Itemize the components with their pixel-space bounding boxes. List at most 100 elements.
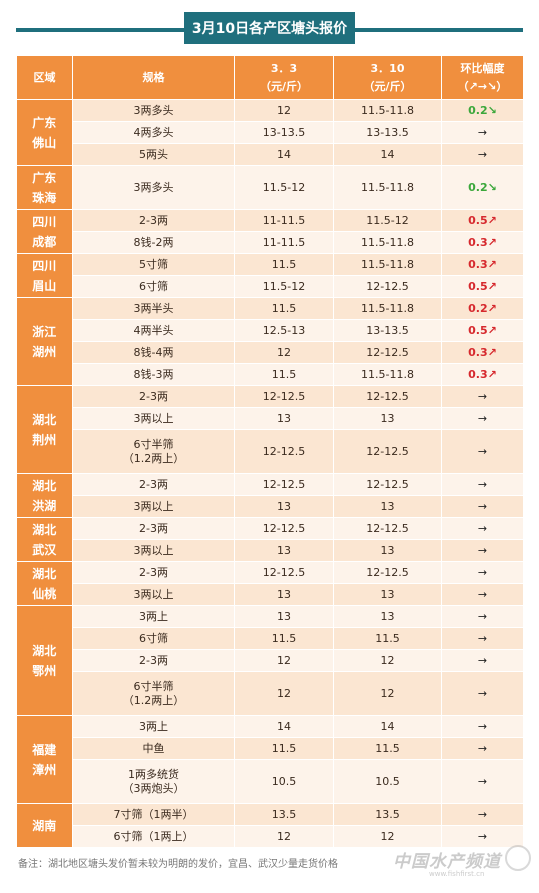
table-row: 广东 佛山 3两多头 12 11.5-11.8 0.2↘: [16, 99, 524, 166]
price-0303-cell: 11-11.5: [234, 209, 334, 232]
region-label: 四川: [32, 258, 57, 273]
spec-cell: 3两上: [72, 715, 235, 738]
price-0303-cell: 11-11.5: [234, 231, 334, 254]
price-0303-cell: 12: [234, 99, 334, 122]
table-row: 四川 成都 2-3两 11-11.5 11.5-12 0.5↗: [16, 209, 524, 254]
spec-label: 5两头: [139, 147, 168, 161]
watermark-text: 中国水产频道: [393, 852, 501, 872]
table-row: 湖北 仙桃 2-3两 12-12.5 12-12.5 →: [16, 561, 524, 606]
header-change: 环比幅度 （↗→↘）: [441, 55, 524, 100]
spec-cell: 7寸筛（1两半）: [72, 803, 235, 826]
header-price-0310: 3．10 （元/斤）: [333, 55, 442, 100]
price-0310-cell: 12-12.5: [333, 385, 442, 408]
price-0303-cell: 11.5: [234, 737, 334, 760]
region-label: 眉山: [32, 278, 57, 293]
change-cell: →: [441, 407, 524, 430]
table-row: 6寸半筛 （1.2两上） 12 12 →: [17, 671, 524, 716]
change-cell: →: [441, 583, 524, 606]
title-bar: 3月10日各产区塘头报价: [0, 0, 539, 50]
table-row: 3两以上 13 13 →: [17, 407, 524, 430]
spec-label: 3两以上: [133, 587, 174, 601]
spec-cell: 3两以上: [72, 583, 235, 606]
table-header-row: 区域 规格 3．3 （元/斤） 3．10 （元/斤） 环比幅度 （↗→↘）: [16, 55, 524, 100]
price-0310-cell: 13: [333, 539, 442, 562]
price-0310-cell: 13: [333, 407, 442, 430]
spec-cell: 8钱-4两: [72, 341, 235, 364]
price-0303-cell: 12-12.5: [234, 429, 334, 474]
table-row: 福建 漳州 3两上 14 14 →: [16, 715, 524, 804]
spec-label: 3两半头: [133, 301, 174, 315]
spec-cell: 2-3两: [72, 517, 235, 540]
change-cell: →: [441, 803, 524, 826]
price-0310-cell: 11.5: [333, 737, 442, 760]
spec-cell: 2-3两: [72, 209, 235, 232]
price-0310-cell: 12: [333, 825, 442, 848]
header-region: 区域: [16, 55, 73, 100]
price-0303-cell: 14: [234, 143, 334, 166]
price-0303-cell: 13: [234, 495, 334, 518]
region-label: 荆州: [32, 432, 57, 447]
table-row: 5两头 14 14 →: [17, 143, 524, 166]
change-cell: →: [441, 539, 524, 562]
spec-label: 2-3两: [139, 213, 168, 227]
region-cell: 四川 眉山: [16, 253, 73, 298]
change-cell: →: [441, 429, 524, 474]
price-0303-cell: 13.5: [234, 803, 334, 826]
table-row: 6寸筛（1两上） 12 12 →: [17, 825, 524, 848]
spec-label: 4两多头: [133, 125, 174, 139]
region-cell: 湖北 荆州: [16, 385, 73, 474]
spec-cell: 8钱-2两: [72, 231, 235, 254]
spec-label: 2-3两: [139, 477, 168, 491]
spec-label: 5寸筛: [139, 257, 168, 271]
price-0310-cell: 13-13.5: [333, 121, 442, 144]
change-cell: →: [441, 649, 524, 672]
price-0310-cell: 13: [333, 605, 442, 628]
spec-cell: 2-3两: [72, 561, 235, 584]
price-0310-cell: 11.5-11.8: [333, 231, 442, 254]
price-0303-cell: 11.5: [234, 363, 334, 386]
spec-label: 6寸筛: [139, 279, 168, 293]
change-cell: →: [441, 561, 524, 584]
spec-label: 2-3两: [139, 565, 168, 579]
header-price-0303: 3．3 （元/斤）: [234, 55, 334, 100]
price-0303-cell: 12: [234, 671, 334, 716]
price-table: 区域 规格 3．3 （元/斤） 3．10 （元/斤） 环比幅度 （↗→↘） 广东…: [16, 55, 524, 848]
price-0303-cell: 13: [234, 605, 334, 628]
price-0303-cell: 11.5: [234, 253, 334, 276]
price-0310-cell: 11.5-11.8: [333, 253, 442, 276]
globe-icon: [505, 845, 531, 871]
table-row: 3两以上 13 13 →: [17, 539, 524, 562]
region-cell: 广东 珠海: [16, 165, 73, 210]
price-0303-cell: 12.5-13: [234, 319, 334, 342]
region-label: 福建: [32, 742, 57, 757]
region-cell: 湖北 仙桃: [16, 561, 73, 606]
spec-cell: 中鱼: [72, 737, 235, 760]
price-0303-cell: 14: [234, 715, 334, 738]
region-label: 四川: [32, 214, 57, 229]
price-0303-cell: 12-12.5: [234, 473, 334, 496]
change-cell: →: [441, 759, 524, 804]
region-label: 湖北: [32, 478, 57, 493]
spec-label: 2-3两: [139, 653, 168, 667]
change-cell: 0.3↗: [441, 231, 524, 254]
change-cell: 0.3↗: [441, 253, 524, 276]
header-price-0303-date: 3．3: [270, 61, 298, 75]
price-0303-cell: 12-12.5: [234, 561, 334, 584]
region-label: 浙江: [32, 324, 57, 339]
price-0310-cell: 14: [333, 143, 442, 166]
spec-cell: 1两多统货 （3两炮头）: [72, 759, 235, 804]
table-body: 广东 佛山 3两多头 12 11.5-11.8 0.2↘ 4两多头 13-13.5 13-13.…: [16, 99, 524, 848]
price-0303-cell: 13: [234, 539, 334, 562]
spec-label: 6寸筛（1两上）: [113, 829, 194, 843]
region-cell: 四川 成都: [16, 209, 73, 254]
spec-label: 3两上: [139, 609, 168, 623]
spec-label: 3两多头: [133, 103, 174, 117]
spec-label: 6寸半筛: [133, 679, 174, 693]
region-label: 湖南: [32, 818, 57, 833]
region-cell: 湖北 洪湖: [16, 473, 73, 518]
spec-label: 3两多头: [133, 180, 174, 194]
region-label: 广东: [32, 170, 57, 185]
spec-cell: 4两半头: [72, 319, 235, 342]
table-row: 3两以上 13 13 →: [17, 495, 524, 518]
table-row: 8钱-4两 12 12-12.5 0.3↗: [17, 341, 524, 364]
